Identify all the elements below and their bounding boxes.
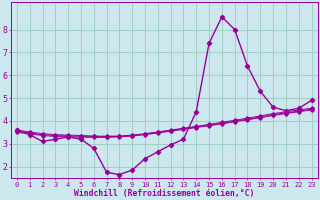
- X-axis label: Windchill (Refroidissement éolien,°C): Windchill (Refroidissement éolien,°C): [74, 189, 254, 198]
